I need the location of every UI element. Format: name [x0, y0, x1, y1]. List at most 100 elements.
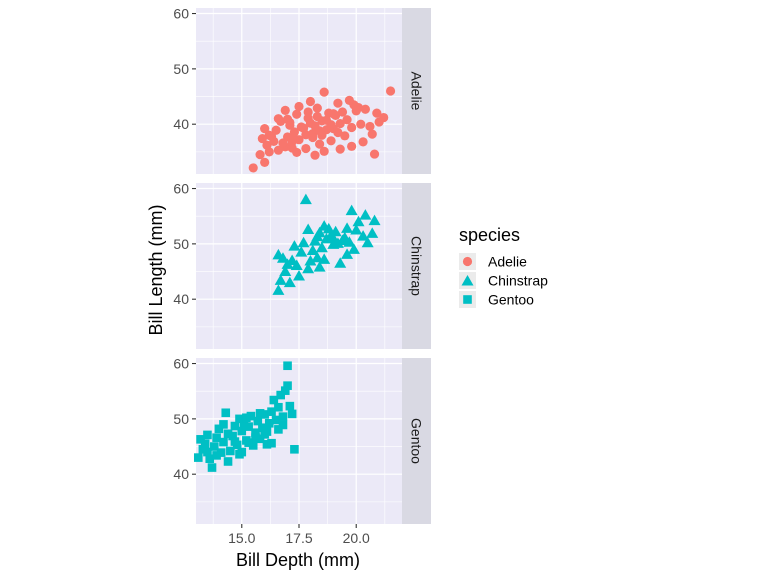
data-point [273, 114, 283, 124]
data-point [292, 147, 302, 158]
data-point [303, 107, 313, 117]
data-point [347, 243, 360, 254]
data-point [216, 448, 226, 457]
data-point [333, 98, 343, 108]
data-point [260, 124, 270, 134]
series-adelie [248, 86, 396, 173]
data-point [264, 418, 274, 428]
data-point [278, 412, 288, 421]
panel-gentoo: 40 50 60 Gentoo [173, 356, 431, 524]
data-point [345, 204, 358, 216]
y-tick-label: 40 [173, 466, 189, 482]
data-point [214, 424, 224, 434]
x-axis-title: Bill Depth (mm) [236, 550, 360, 570]
data-point [288, 240, 301, 251]
data-point [198, 445, 208, 454]
x-tick-label: 20.0 [343, 530, 370, 546]
data-point [308, 132, 318, 143]
data-point [228, 431, 237, 441]
data-point [334, 257, 347, 268]
data-point [340, 131, 350, 141]
data-point [251, 428, 260, 437]
data-point [359, 209, 372, 220]
data-point [205, 454, 215, 464]
data-point [253, 416, 263, 426]
data-point [223, 457, 233, 466]
data-point [278, 420, 288, 430]
data-point [203, 430, 212, 440]
data-point [251, 433, 260, 442]
data-point [319, 87, 329, 97]
data-point [203, 447, 212, 457]
data-point [353, 103, 364, 113]
data-point [311, 251, 324, 263]
data-point [368, 214, 381, 226]
data-point [318, 220, 331, 231]
data-point [335, 119, 345, 129]
data-point [248, 441, 258, 450]
data-point [219, 437, 228, 447]
data-point [221, 408, 231, 418]
data-point [244, 438, 253, 447]
data-point [302, 223, 315, 234]
data-point [365, 121, 375, 132]
data-point [258, 423, 267, 433]
data-point [283, 276, 296, 288]
data-point [313, 226, 326, 238]
data-point [343, 236, 356, 247]
data-point [260, 410, 269, 419]
panel-chinstrap: 40 50 60 Chinstrap [173, 181, 431, 349]
points-layer [193, 86, 396, 472]
data-point [255, 409, 265, 418]
data-point [226, 446, 235, 456]
data-point [335, 144, 345, 154]
data-point [276, 390, 285, 400]
data-point [326, 136, 336, 146]
data-point [193, 453, 203, 462]
data-point [279, 265, 292, 277]
legend-entry-adelie: Adelie [459, 253, 527, 270]
data-point [235, 449, 244, 459]
data-point [317, 130, 327, 140]
legend-key-triangle [461, 275, 474, 286]
data-point [292, 109, 302, 119]
data-point [306, 244, 319, 256]
data-point [283, 381, 292, 390]
y-tick-label: 40 [173, 291, 189, 307]
data-point [333, 127, 343, 138]
data-point [248, 163, 258, 173]
data-point [304, 255, 317, 266]
data-point [212, 451, 221, 460]
y-tick-label: 50 [173, 236, 189, 252]
data-point [239, 419, 249, 429]
data-point [298, 123, 309, 133]
data-point [242, 413, 251, 423]
data-point [305, 118, 316, 128]
data-point [280, 386, 290, 395]
data-point [313, 261, 326, 272]
data-point [302, 262, 315, 274]
data-point [295, 246, 308, 257]
data-point [337, 107, 348, 117]
y-tick-label: 50 [173, 61, 189, 77]
data-point [297, 236, 310, 248]
strip-label-adelie: Adelie [409, 72, 425, 111]
data-point [230, 421, 240, 431]
data-point [374, 117, 384, 127]
x-tick-label: 15.0 [228, 530, 255, 546]
x-tick-label: 17.5 [285, 530, 312, 546]
data-point [315, 139, 325, 149]
data-point [341, 222, 354, 233]
data-point [347, 122, 357, 133]
data-point [272, 248, 285, 260]
data-point [293, 269, 305, 281]
data-point [246, 411, 256, 421]
legend-label-adelie: Adelie [488, 254, 527, 270]
data-point [274, 274, 287, 285]
data-point [267, 438, 276, 448]
data-point [357, 230, 370, 241]
y-axis-title: Bill Length (mm) [146, 204, 166, 335]
data-point [273, 145, 283, 155]
legend-key-square [463, 295, 472, 304]
data-point [262, 440, 272, 449]
